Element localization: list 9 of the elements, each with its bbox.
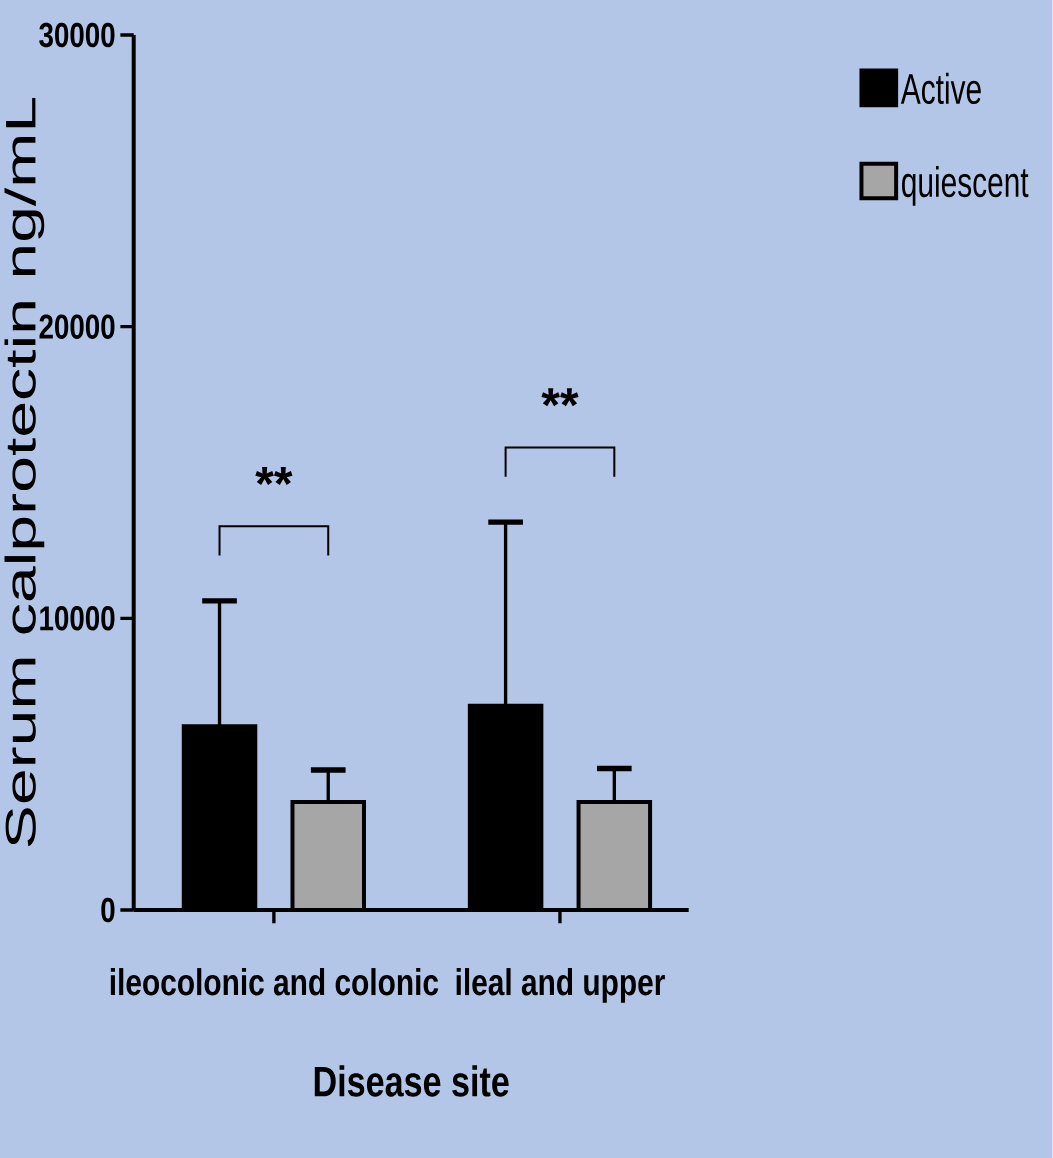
x-axis-title: Disease site [314,1065,509,1097]
legend-label: Active [901,72,981,105]
y-tick-label: 30000 [39,22,115,48]
x-tick-label: ileocolonic and colonic [111,968,439,996]
annotation: ** [541,388,579,407]
annotation: ** [255,467,293,485]
y-tick-label: 0 [101,897,115,923]
legend-label: quiescent [902,165,1029,206]
x-tick-label: ileal and upper [456,968,666,1003]
